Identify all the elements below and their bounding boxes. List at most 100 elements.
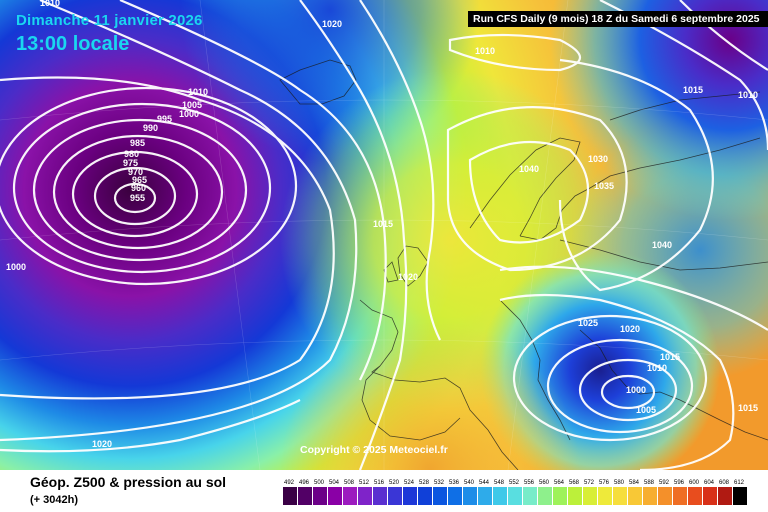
model-run-info: Run CFS Daily (9 mois) 18 Z du Samedi 6 … <box>468 11 768 27</box>
legend-swatch <box>643 487 657 505</box>
isobar-label: 1015 <box>683 85 703 95</box>
legend-tick-label: 608 <box>719 480 730 486</box>
legend-swatch <box>358 487 372 505</box>
product-title: Géop. Z500 & pression au sol <box>30 474 227 490</box>
legend-swatch <box>613 487 627 505</box>
isobar-label: 1015 <box>738 403 758 413</box>
legend-tick-label: 556 <box>524 480 535 486</box>
legend-swatch <box>733 487 747 505</box>
legend-tick-label: 508 <box>344 480 355 486</box>
isobar-label: 975 <box>123 158 138 168</box>
legend-swatch <box>283 487 297 505</box>
legend-tick-label: 504 <box>329 480 340 486</box>
legend-swatch <box>493 487 507 505</box>
legend-tick-label: 532 <box>434 480 445 486</box>
legend-swatch <box>628 487 642 505</box>
legend-tick-label: 576 <box>599 480 610 486</box>
legend-tick-label: 512 <box>359 480 370 486</box>
legend-tick-label: 540 <box>464 480 475 486</box>
isobar-label: 1010 <box>188 87 208 97</box>
legend-swatch <box>508 487 522 505</box>
isobar-label: 980 <box>124 149 139 159</box>
legend-tick-label: 568 <box>569 480 580 486</box>
legend-swatch <box>388 487 402 505</box>
isobar-label: 955 <box>130 193 145 203</box>
legend-swatch <box>718 487 732 505</box>
isobar-label: 1010 <box>475 46 495 56</box>
isobar-label: 1010 <box>738 90 758 100</box>
legend-swatch <box>568 487 582 505</box>
legend-swatch <box>403 487 417 505</box>
isobar-label: 960 <box>131 183 146 193</box>
isobar-label: 1020 <box>620 324 640 334</box>
forecast-time: 13:00 locale <box>16 33 130 55</box>
legend-swatch <box>538 487 552 505</box>
legend-swatch <box>448 487 462 505</box>
copyright-notice: Copyright © 2025 Meteociel.fr <box>300 444 448 456</box>
legend-tick-label: 548 <box>494 480 505 486</box>
isobar-label: 1000 <box>179 109 199 119</box>
legend-tick-label: 596 <box>674 480 685 486</box>
isobar-label: 1000 <box>626 385 646 395</box>
legend-tick-label: 524 <box>404 480 415 486</box>
isobar-labels: 1020 1010 1010 1010 1005 1000 995 990 98… <box>6 0 758 449</box>
legend-tick-label: 492 <box>284 480 295 486</box>
isobar-label: 970 <box>128 167 143 177</box>
legend-tick-label: 536 <box>449 480 460 486</box>
isobar-label: 1035 <box>594 181 614 191</box>
legend-tick-label: 584 <box>629 480 640 486</box>
legend-swatch <box>673 487 687 505</box>
legend-tick-label: 600 <box>689 480 700 486</box>
lead-time: (+ 3042h) <box>30 494 78 506</box>
isobar-label: 990 <box>143 123 158 133</box>
legend-swatch <box>703 487 717 505</box>
legend-swatch <box>583 487 597 505</box>
legend-swatch <box>553 487 567 505</box>
isobar-label: 965 <box>132 175 147 185</box>
isobar-label: 1015 <box>660 352 680 362</box>
isobar-label: 995 <box>157 114 172 124</box>
color-scale-legend: 492 496 500 504 508 512 516 520 524 528 532 536 540 5… <box>283 480 747 505</box>
legend-tick-label: 520 <box>389 480 400 486</box>
legend-tick-label: 592 <box>659 480 670 486</box>
legend-swatch <box>523 487 537 505</box>
legend-swatch <box>658 487 672 505</box>
isobar-label: 1040 <box>519 164 539 174</box>
legend-swatch <box>478 487 492 505</box>
legend-tick-label: 572 <box>584 480 595 486</box>
isobar-lines <box>0 0 768 470</box>
legend-tick-label: 564 <box>554 480 565 486</box>
isobar-label: 1010 <box>40 0 60 8</box>
legend-swatch <box>313 487 327 505</box>
isobar-label: 1015 <box>373 219 393 229</box>
legend-swatch <box>598 487 612 505</box>
legend-tick-label: 580 <box>614 480 625 486</box>
legend-swatch <box>463 487 477 505</box>
isobar-label: 1020 <box>92 439 112 449</box>
legend-swatch <box>373 487 387 505</box>
isobar-label: 1005 <box>636 405 656 415</box>
legend-tick-label: 544 <box>479 480 490 486</box>
legend-tick-label: 604 <box>704 480 715 486</box>
legend-tick-label: 496 <box>299 480 310 486</box>
legend-tick-label: 588 <box>644 480 655 486</box>
legend-tick-label: 612 <box>734 480 745 486</box>
legend-swatch <box>418 487 432 505</box>
isobar-label: 985 <box>130 138 145 148</box>
legend-swatch <box>433 487 447 505</box>
isobar-label: 1020 <box>322 19 342 29</box>
legend-tick-label: 552 <box>509 480 520 486</box>
isobar-label: 1025 <box>578 318 598 328</box>
legend-swatch <box>298 487 312 505</box>
legend-tick-label: 500 <box>314 480 325 486</box>
legend-swatch <box>328 487 342 505</box>
isobar-label: 1005 <box>182 100 202 110</box>
isobar-label: 1010 <box>647 363 667 373</box>
legend-swatch <box>343 487 357 505</box>
legend-swatch <box>688 487 702 505</box>
coastlines <box>279 59 768 470</box>
isobar-label: 1040 <box>652 240 672 250</box>
isobar-label: 1020 <box>398 272 418 282</box>
isobar-label: 1000 <box>6 262 26 272</box>
